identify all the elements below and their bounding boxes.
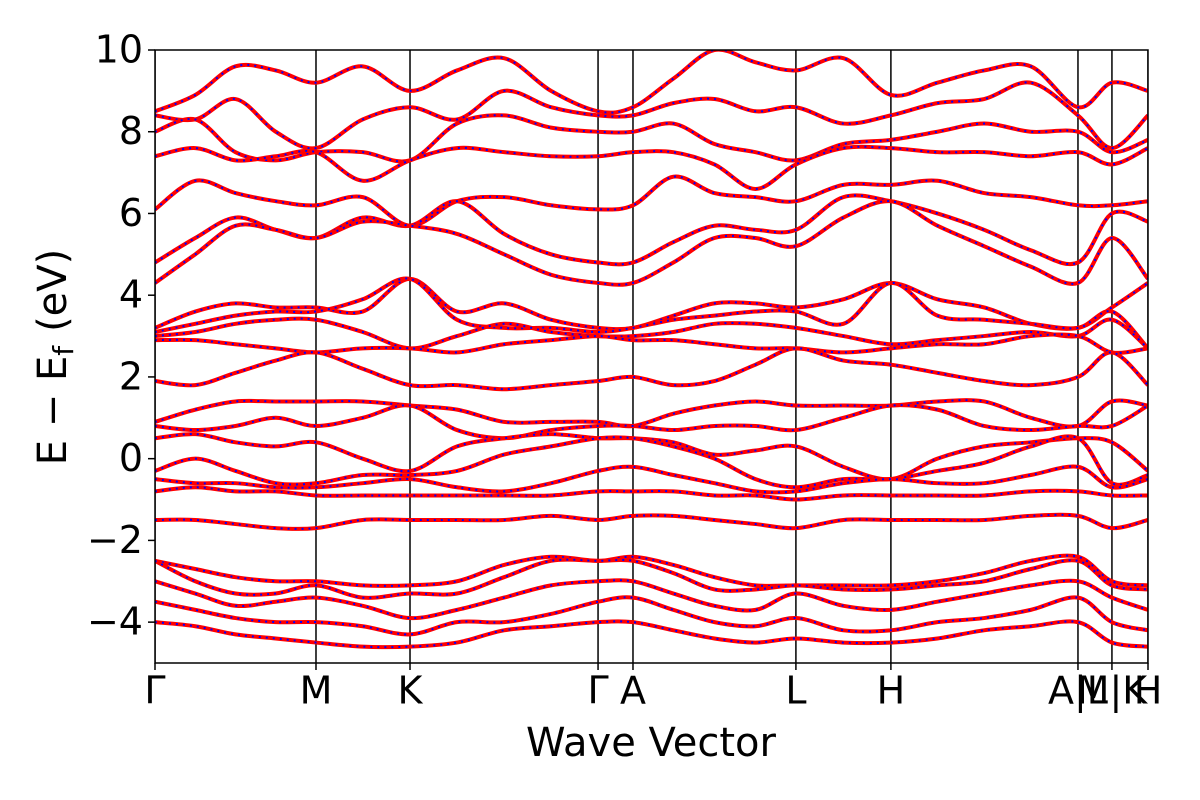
band-overlay xyxy=(155,404,1148,440)
band-overlay xyxy=(155,596,1148,636)
band-overlay xyxy=(155,435,1148,489)
band-line xyxy=(155,346,1148,392)
x-tick-label: H xyxy=(877,669,906,713)
y-tick-label: 10 xyxy=(95,28,143,72)
band-overlay xyxy=(155,465,1148,494)
band-overlay xyxy=(155,433,1148,481)
band-overlay xyxy=(155,486,1148,501)
x-axis-label: Wave Vector xyxy=(526,720,777,766)
x-tick-label: A xyxy=(620,669,646,713)
x-tick-label: M|K xyxy=(1077,669,1149,714)
x-tick-label: A|L xyxy=(1048,669,1108,714)
band-overlay xyxy=(155,579,1148,620)
y-label-sub: f xyxy=(47,345,80,356)
band-line xyxy=(155,464,1148,495)
band-overlay xyxy=(155,145,1148,190)
band-line xyxy=(155,512,1148,531)
y-tick-label: 6 xyxy=(119,191,143,235)
band-line xyxy=(155,50,1148,115)
y-axis-label: E − Ef (eV) xyxy=(30,249,80,466)
band-line xyxy=(155,619,1148,650)
band-overlay xyxy=(155,114,1148,163)
y-tick-label: 0 xyxy=(119,436,143,480)
band-overlay xyxy=(155,347,1148,391)
band-line xyxy=(155,553,1148,588)
x-tick-label: K xyxy=(398,669,424,713)
x-tick-label: H xyxy=(1134,669,1163,713)
x-tick-label: Γ xyxy=(587,669,608,713)
plot-area xyxy=(155,50,1148,663)
y-label-unit: (eV) xyxy=(30,249,76,332)
y-tick-label: 4 xyxy=(119,273,143,317)
y-tick-label: −4 xyxy=(87,600,143,644)
band-overlay xyxy=(155,175,1148,227)
band-overlay xyxy=(155,194,1148,266)
band-line xyxy=(155,316,1148,351)
band-overlay xyxy=(155,620,1148,649)
band-line xyxy=(155,332,1148,355)
y-label-main: E − E xyxy=(30,356,76,466)
band-overlay xyxy=(155,277,1148,350)
band-overlay xyxy=(155,399,1148,428)
band-overlay xyxy=(155,200,1148,286)
band-overlay xyxy=(155,81,1148,150)
band-line xyxy=(155,174,1148,228)
x-tick-label: M xyxy=(300,669,333,713)
band-line xyxy=(155,199,1148,287)
y-tick-label: −2 xyxy=(87,518,143,562)
plot-frame xyxy=(154,49,1149,664)
y-tick-label: 8 xyxy=(119,109,143,153)
y-tick-label: 2 xyxy=(119,354,143,398)
x-tick-label: Γ xyxy=(144,669,165,713)
band-overlay xyxy=(155,554,1148,587)
band-overlay xyxy=(155,558,1148,599)
x-tick-label: L xyxy=(785,669,806,713)
